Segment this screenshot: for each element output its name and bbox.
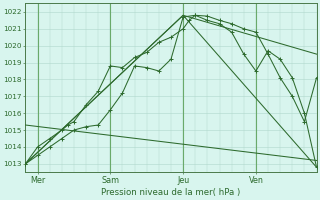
X-axis label: Pression niveau de la mer( hPa ): Pression niveau de la mer( hPa ): [101, 188, 241, 197]
